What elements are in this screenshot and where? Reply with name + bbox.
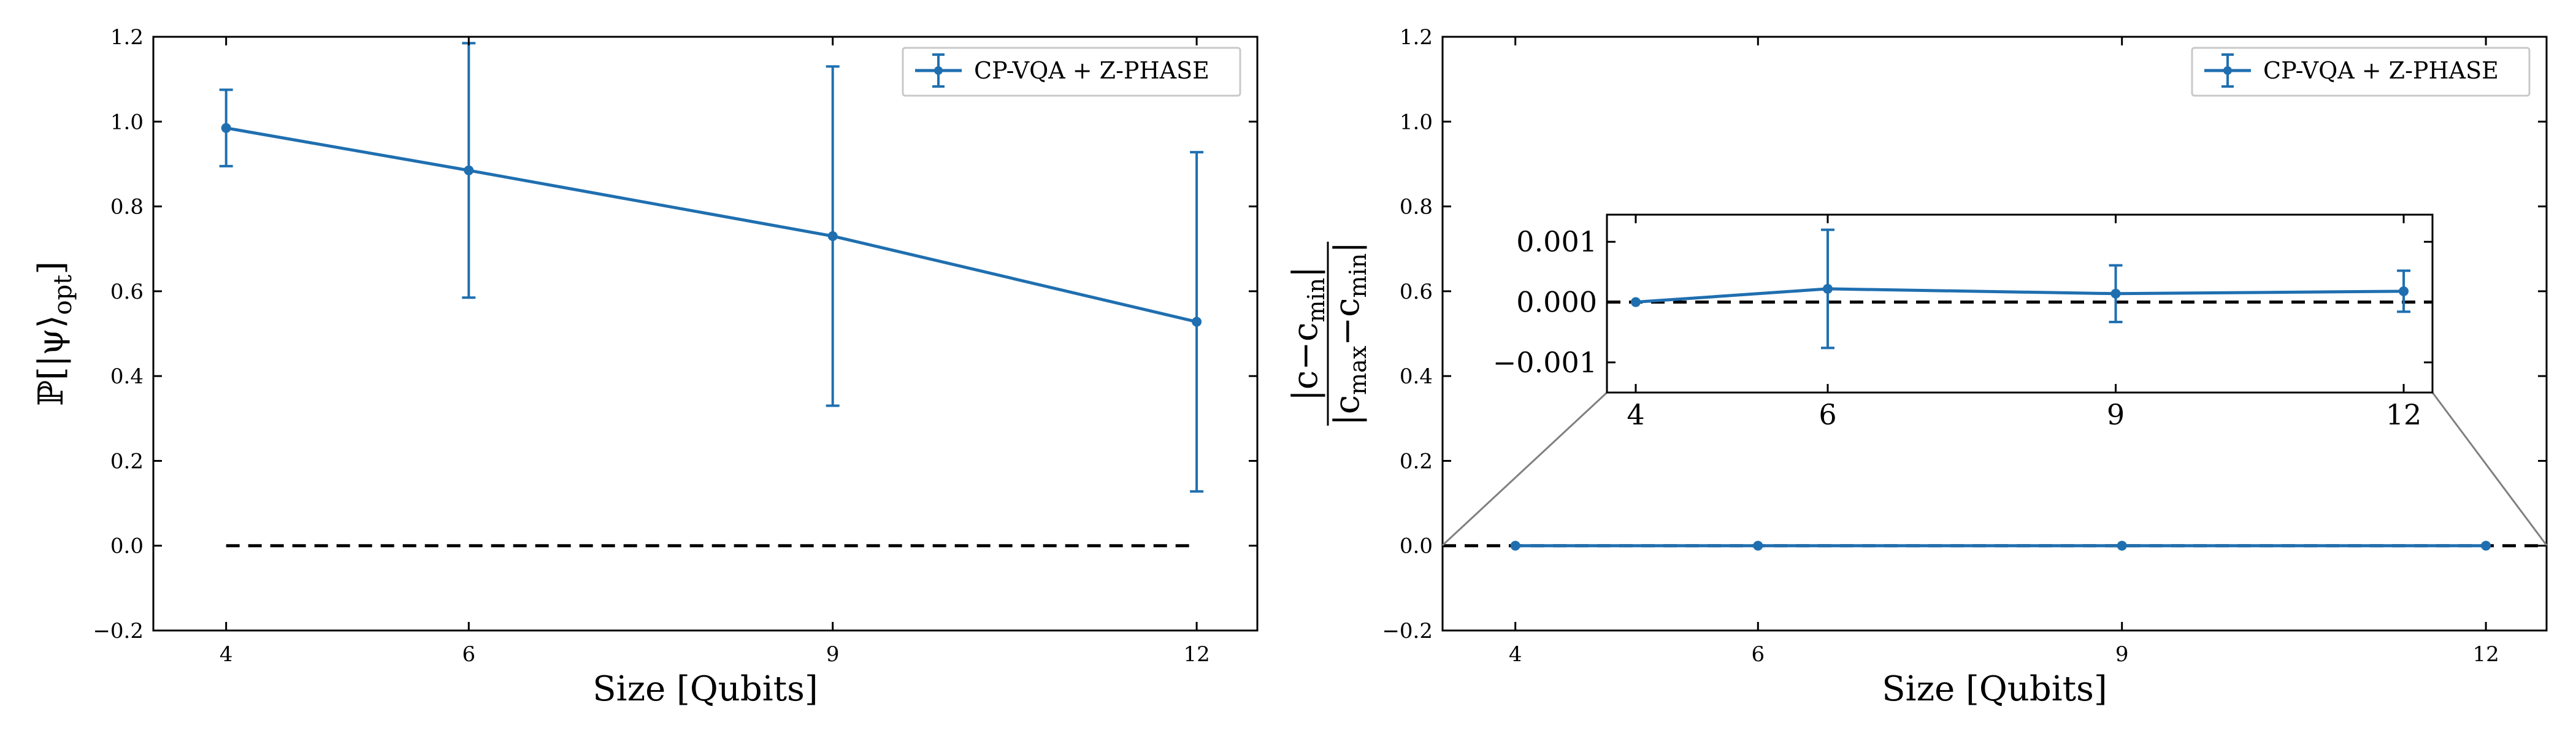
inset-x-tick-label: 12 [2386,398,2422,431]
right-y-label-numerator: |c−cmin| [1286,266,1330,401]
inset-data-point [1822,283,1833,294]
inset-data-point [2399,286,2409,296]
right-data-point [2117,540,2127,551]
inset-series-line [1635,287,2404,304]
left-data-point [464,165,474,175]
right-y-tick-label: −0.2 [1382,619,1433,643]
left-x-tick-label: 9 [826,642,840,667]
right-y-tick-label: 1.2 [1400,25,1433,50]
right-y-tick-label: 0.8 [1400,195,1433,220]
inset-y-tick-label: 0.001 [1516,225,1597,258]
inset-frame [1606,213,2434,394]
left-legend-symbol [915,53,962,88]
left-y-tick-label: −0.2 [93,619,144,643]
right-legend: CP-VQA + Z-PHASE [2191,47,2531,97]
right-y-tick-label: 1.0 [1400,110,1433,134]
inset-x-tick-label: 4 [1627,398,1644,431]
left-y-tick-label: 0.4 [110,364,144,389]
left-x-tick-label: 6 [462,642,475,667]
left-y-tick-label: 1.0 [110,110,144,134]
right-x-tick-label: 9 [2115,642,2129,667]
left-ticks-layer: 4 6 9 12 −0.2 0.0 0.2 0.4 0.6 0.8 1.0 1.2 [93,25,1257,667]
right-y-tick-label: 0.0 [1400,534,1433,559]
right-x-axis-label: Size [Qubits] [1882,669,2107,709]
left-y-axis-label: ℙ[|ψ⟩opt] [31,261,77,406]
left-data-point [827,231,838,241]
left-legend-label: CP-VQA + Z-PHASE [974,57,1209,84]
right-data-point [1510,540,1520,551]
right-y-tick-label: 0.4 [1400,364,1433,389]
inset-ticks-layer: 4 6 9 12 −0.001 0.000 0.001 [1493,215,2432,431]
inset-x-tick-label: 9 [2107,398,2125,431]
right-data-point [2481,540,2491,551]
right-legend-symbol [2204,53,2251,88]
left-data-point [1192,316,1202,327]
right-legend-label: CP-VQA + Z-PHASE [2263,57,2499,84]
inset-y-tick-label: 0.000 [1516,286,1597,319]
left-marks-layer [219,42,1204,548]
right-y-tick-label: 0.2 [1400,449,1433,473]
left-data-point [221,123,231,133]
right-x-tick-label: 6 [1751,642,1765,667]
inset-x-tick-label: 6 [1819,398,1836,431]
right-data-point [1753,540,1763,551]
left-y-tick-label: 0.2 [110,449,144,473]
left-y-tick-label: 1.2 [110,25,144,50]
right-plot-frame [1441,36,2548,632]
right-y-label-denominator: |cmax−cmin| [1327,242,1371,426]
left-series-line [226,126,1197,324]
right-y-axis-label: |c−cmin| |cmax−cmin| [1286,242,1371,426]
right-chart-panel: 4 6 9 12 −0.2 0.0 0.2 0.4 0.6 0.8 1.0 1.2 4 6 9 12 −0.0… [1286,25,2548,709]
right-x-tick-label: 12 [2472,642,2499,667]
inset-data-point [1630,297,1641,307]
right-ticks-layer: 4 6 9 12 −0.2 0.0 0.2 0.4 0.6 0.8 1.0 1.2 [1382,25,2547,667]
inset-connector-right [2431,392,2548,546]
right-y-tick-label: 0.6 [1400,280,1433,304]
inset-connector-left [1441,391,1608,546]
left-y-tick-label: 0.0 [110,534,144,559]
inset-chart: 4 6 9 12 −0.001 0.000 0.001 [1493,213,2434,431]
left-legend: CP-VQA + Z-PHASE [902,47,1241,97]
inset-y-tick-label: −0.001 [1493,346,1597,379]
left-x-tick-label: 12 [1183,642,1209,667]
right-legend-box [2191,47,2531,97]
left-x-axis-label: Size [Qubits] [592,669,818,709]
left-chart-panel: 4 6 9 12 −0.2 0.0 0.2 0.4 0.6 0.8 1.0 1.2 CP-VQA + … [31,25,1259,709]
left-y-tick-label: 0.6 [110,280,144,304]
left-x-tick-label: 4 [220,642,233,667]
right-marks-layer [1443,540,2547,551]
left-y-tick-label: 0.8 [110,195,144,220]
right-x-tick-label: 4 [1509,642,1522,667]
inset-marks-layer [1607,228,2432,350]
left-legend-box [902,47,1241,97]
inset-data-point [2110,288,2121,299]
left-plot-frame [152,36,1259,632]
